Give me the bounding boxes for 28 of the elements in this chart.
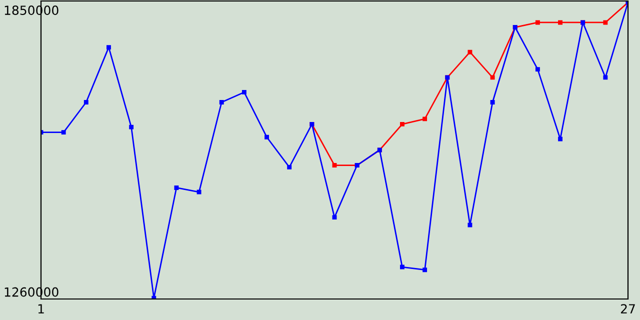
- point: [490, 75, 495, 80]
- point: [264, 134, 269, 140]
- point: [242, 90, 246, 94]
- point: [400, 264, 404, 270]
- point: [490, 100, 495, 104]
- point: [468, 50, 472, 54]
- point: [196, 190, 202, 194]
- point: [129, 124, 134, 130]
- x-tick-label: 1: [38, 304, 44, 314]
- point: [400, 122, 404, 126]
- point: [558, 136, 562, 142]
- point: [287, 164, 292, 170]
- point: [535, 20, 540, 25]
- point: [84, 100, 88, 104]
- point: [535, 67, 540, 72]
- point: [422, 268, 428, 272]
- point: [468, 222, 472, 228]
- point: [61, 130, 66, 135]
- point: [106, 45, 111, 50]
- point: [422, 116, 428, 122]
- x-tick-label: 27: [620, 304, 635, 314]
- point: [174, 186, 179, 190]
- point: [219, 100, 224, 104]
- point: [603, 20, 608, 25]
- point: [332, 215, 337, 220]
- point: [558, 20, 562, 25]
- point: [332, 163, 337, 168]
- point: [603, 75, 608, 80]
